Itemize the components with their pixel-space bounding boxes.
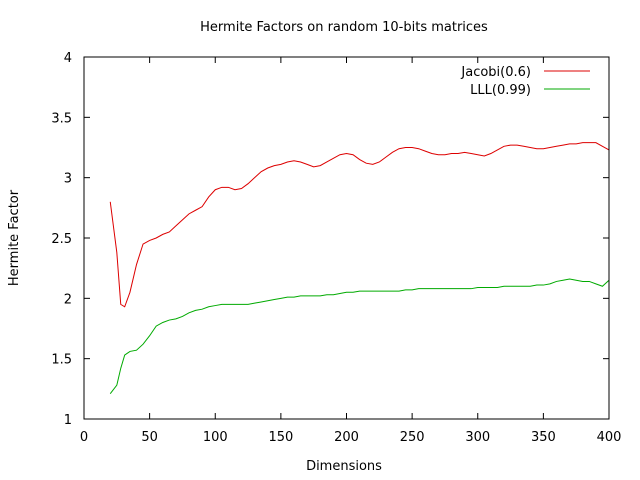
x-tick-label: 300 xyxy=(465,430,490,445)
series-line-1 xyxy=(109,278,610,394)
chart-title: Hermite Factors on random 10-bits matric… xyxy=(200,20,488,35)
y-tick-label: 3 xyxy=(64,172,72,187)
x-tick-label: 100 xyxy=(203,430,228,445)
series-layer xyxy=(109,142,610,394)
y-tick-label: 3.5 xyxy=(51,111,72,126)
x-tick-label: 350 xyxy=(531,430,556,445)
axis-ticks: 0 50 100 150 200 250 300 350 400 1 1.5 2 2.5 3 3.5 4 xyxy=(51,51,621,445)
x-tick-label: 400 xyxy=(597,430,622,445)
legend: Jacobi(0.6) LLL(0.99) xyxy=(460,65,590,98)
y-tick-label: 1 xyxy=(64,413,72,428)
y-tick-label: 2 xyxy=(64,292,72,307)
x-tick-label: 0 xyxy=(80,430,88,445)
x-tick-label: 200 xyxy=(334,430,359,445)
y-axis-label: Hermite Factor xyxy=(7,189,22,286)
x-tick-label: 150 xyxy=(268,430,293,445)
legend-label-0: Jacobi(0.6) xyxy=(460,65,531,80)
plot-frame xyxy=(83,56,610,420)
x-axis-label: Dimensions xyxy=(306,459,382,474)
y-tick-label: 2.5 xyxy=(51,232,72,247)
y-tick-label: 4 xyxy=(64,51,72,66)
x-tick-label: 250 xyxy=(400,430,425,445)
series-line-0 xyxy=(109,142,610,308)
y-tick-label: 1.5 xyxy=(51,353,72,368)
x-tick-label: 50 xyxy=(141,430,158,445)
legend-label-1: LLL(0.99) xyxy=(470,83,531,98)
